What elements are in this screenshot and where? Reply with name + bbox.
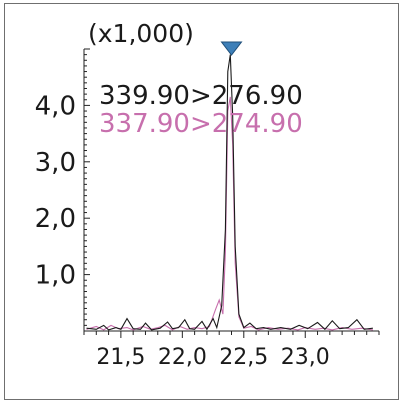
axes [83, 48, 380, 338]
chromatogram-chart: 1,0 2,0 3,0 4,0 21,5 22,0 22,5 23,0 (x1,000) 339.… [35, 19, 380, 370]
scale-note: (x1,000) [88, 19, 194, 48]
x-tick-label: 21,5 [96, 345, 145, 370]
chart-frame: 1,0 2,0 3,0 4,0 21,5 22,0 22,5 23,0 (x1,000) 339.… [4, 3, 399, 400]
x-tick-label: 22,0 [158, 345, 207, 370]
peak-marker-icon [220, 41, 243, 56]
x-tick-label: 23,0 [281, 345, 330, 370]
y-tick-label: 2,0 [35, 204, 76, 234]
plot-lines [86, 54, 373, 331]
labels: 1,0 2,0 3,0 4,0 21,5 22,0 22,5 23,0 (x1,000) 339.… [35, 19, 330, 370]
y-tick-label: 1,0 [35, 261, 76, 291]
legend-entry: 339.90>276.90 [99, 81, 303, 111]
x-tick-label: 22,5 [219, 345, 268, 370]
legend-entry: 337.90>274.90 [99, 109, 303, 139]
series-line [86, 54, 373, 331]
y-tick-label: 4,0 [35, 91, 76, 121]
y-tick-label: 3,0 [35, 148, 76, 178]
